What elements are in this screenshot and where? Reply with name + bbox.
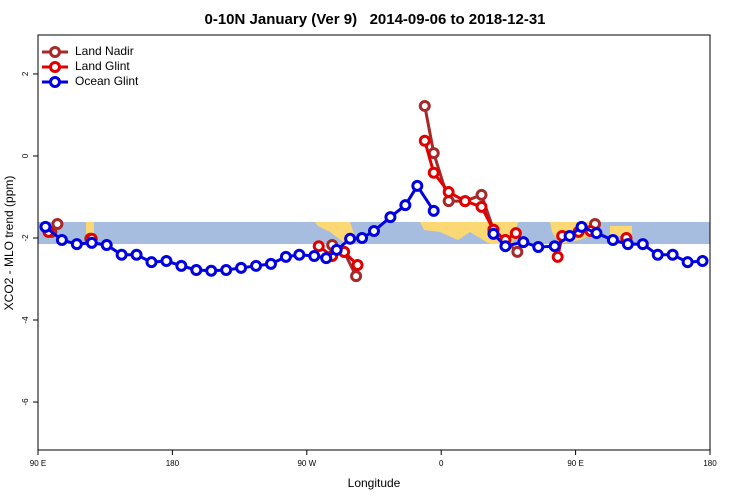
marker bbox=[100, 238, 113, 251]
marker bbox=[590, 227, 603, 240]
marker bbox=[330, 243, 343, 256]
marker bbox=[681, 256, 694, 269]
marker bbox=[499, 240, 512, 253]
x-tick-label: 90 E bbox=[30, 459, 46, 468]
marker bbox=[344, 232, 357, 245]
marker bbox=[475, 200, 488, 213]
x-tick-label: 90 W bbox=[297, 459, 316, 468]
marker bbox=[511, 245, 524, 258]
marker bbox=[532, 241, 545, 254]
marker bbox=[517, 236, 530, 249]
y-tick-label: 0 bbox=[21, 153, 30, 158]
marker bbox=[85, 236, 98, 249]
x-tick-label: 90 E bbox=[567, 459, 583, 468]
marker bbox=[308, 250, 321, 263]
marker bbox=[51, 218, 64, 231]
marker bbox=[563, 229, 576, 242]
marker bbox=[427, 204, 440, 217]
marker bbox=[55, 234, 68, 247]
y-tick-label: -6 bbox=[21, 398, 30, 406]
marker bbox=[356, 231, 369, 244]
marker bbox=[418, 99, 431, 112]
marker bbox=[418, 134, 431, 147]
line bbox=[44, 183, 435, 273]
marker bbox=[459, 195, 472, 208]
marker bbox=[351, 259, 364, 272]
marker bbox=[115, 248, 128, 261]
legend-marker bbox=[49, 61, 61, 73]
y-tick-label: -4 bbox=[21, 316, 30, 324]
marker bbox=[279, 250, 292, 263]
marker bbox=[551, 250, 564, 263]
legend-marker bbox=[49, 46, 61, 58]
legend-label: Ocean Glint bbox=[75, 74, 139, 88]
marker bbox=[39, 220, 52, 233]
y-tick-label: 2 bbox=[21, 71, 30, 76]
y-tick-label: -2 bbox=[21, 234, 30, 242]
marker bbox=[205, 264, 218, 277]
y-axis-label: XCO2 - MLO trend (ppm) bbox=[2, 176, 16, 311]
marker bbox=[384, 211, 397, 224]
legend-label: Land Nadir bbox=[75, 44, 134, 58]
marker bbox=[250, 259, 263, 272]
legend-marker bbox=[49, 76, 61, 88]
marker bbox=[399, 199, 412, 212]
marker bbox=[666, 248, 679, 261]
chart-title: 0-10N January (Ver 9) 2014-09-06 to 2018… bbox=[204, 11, 545, 28]
x-axis-label: Longitude bbox=[348, 476, 401, 490]
marker bbox=[350, 270, 363, 283]
x-tick-label: 0 bbox=[439, 459, 444, 468]
marker bbox=[160, 254, 173, 267]
marker bbox=[621, 238, 634, 251]
marker bbox=[70, 238, 83, 251]
marker bbox=[427, 166, 440, 179]
marker bbox=[509, 227, 522, 240]
marker bbox=[175, 259, 188, 272]
marker bbox=[636, 238, 649, 251]
marker bbox=[487, 227, 500, 240]
marker bbox=[293, 248, 306, 261]
marker bbox=[475, 188, 488, 201]
marker bbox=[264, 257, 277, 270]
legend-label: Land Glint bbox=[75, 59, 130, 73]
marker bbox=[145, 256, 158, 269]
plot-frame bbox=[37, 34, 711, 451]
marker bbox=[220, 263, 233, 276]
marker bbox=[696, 254, 709, 267]
marker bbox=[548, 240, 561, 253]
marker bbox=[575, 220, 588, 233]
marker bbox=[651, 248, 664, 261]
marker bbox=[235, 261, 248, 274]
marker bbox=[130, 248, 143, 261]
marker bbox=[320, 252, 333, 265]
series bbox=[39, 179, 709, 277]
marker bbox=[312, 240, 325, 253]
x-tick-label: 180 bbox=[703, 459, 717, 468]
marker bbox=[190, 263, 203, 276]
marker bbox=[606, 234, 619, 247]
x-tick-label: 180 bbox=[166, 459, 180, 468]
marker bbox=[411, 179, 424, 192]
marker bbox=[442, 186, 455, 199]
marker bbox=[368, 225, 380, 238]
